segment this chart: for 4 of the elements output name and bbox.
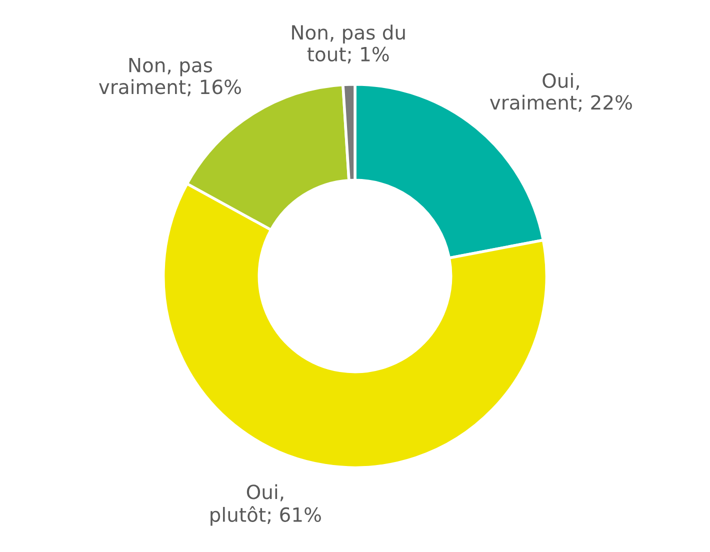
slice-label: Oui, vraiment; 22% [490, 72, 632, 112]
slice-label: Non, pas vraiment; 16% [98, 58, 241, 96]
slice-label: Non, pas du tout; 1% [292, 24, 405, 64]
slice-label: Oui, plutôt; 61% [210, 484, 321, 526]
